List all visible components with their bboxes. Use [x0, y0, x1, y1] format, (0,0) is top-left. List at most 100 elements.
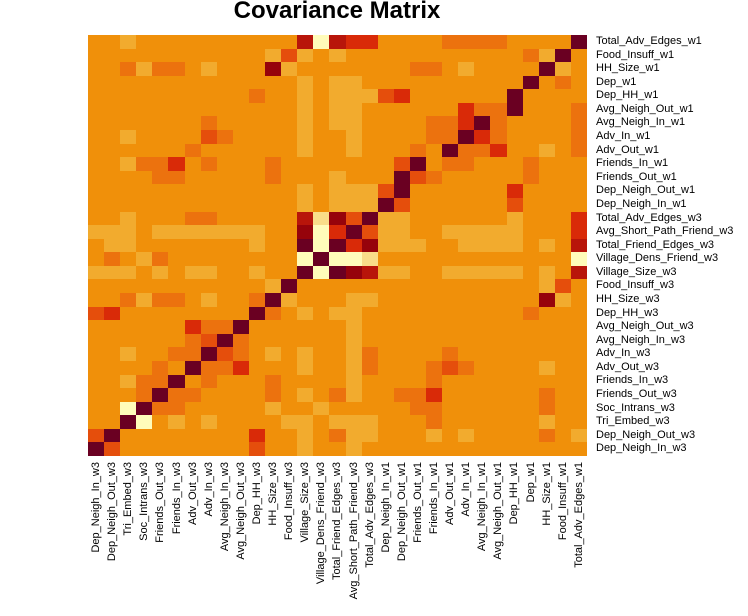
heatmap-cell	[409, 35, 427, 49]
heatmap-cell	[426, 265, 443, 280]
heatmap-cell	[281, 184, 298, 198]
heatmap-cell	[490, 102, 507, 117]
heatmap-cell	[377, 374, 394, 389]
heatmap-cell	[329, 170, 346, 185]
heatmap-cell	[232, 347, 249, 361]
heatmap-cell	[409, 374, 427, 389]
heatmap-cell	[297, 415, 314, 429]
heatmap-cell	[377, 442, 394, 456]
heatmap-cell	[313, 62, 330, 76]
heatmap-cell	[329, 89, 346, 103]
heatmap-cell	[458, 252, 475, 266]
heatmap-cell	[248, 143, 266, 158]
heatmap-cell	[506, 279, 523, 294]
heatmap-cell	[216, 75, 233, 90]
heatmap-cell	[361, 374, 378, 389]
heatmap-cell	[88, 265, 105, 280]
heatmap-cell	[474, 197, 491, 212]
heatmap-cell	[458, 374, 475, 389]
heatmap-cell	[313, 415, 330, 429]
heatmap-cell	[538, 306, 555, 321]
heatmap-cell	[554, 320, 571, 334]
heatmap-cell	[393, 415, 410, 429]
heatmap-cell	[297, 197, 314, 212]
heatmap-cell	[426, 130, 443, 144]
heatmap-cell	[216, 347, 233, 361]
heatmap-cell	[554, 197, 571, 212]
x-tick: Friends_Out_w1	[410, 462, 426, 612]
heatmap-cell	[88, 306, 105, 321]
heatmap-cell	[345, 157, 362, 171]
heatmap-cell	[297, 116, 314, 131]
heatmap-cell	[88, 293, 105, 307]
heatmap-cell	[313, 442, 330, 456]
heatmap-cell	[120, 197, 137, 212]
heatmap-cell	[136, 211, 153, 226]
heatmap-cell	[232, 265, 249, 280]
heatmap-cell	[426, 102, 443, 117]
heatmap-cell	[409, 360, 427, 375]
heatmap-cell	[313, 35, 330, 49]
heatmap-cell	[216, 89, 233, 103]
heatmap-cell	[216, 48, 233, 63]
heatmap-cell	[393, 238, 410, 253]
heatmap-cell	[265, 157, 282, 171]
heatmap-cell	[490, 197, 507, 212]
heatmap-cell	[474, 347, 491, 361]
heatmap-cell	[458, 320, 475, 334]
heatmap-cell	[120, 102, 137, 117]
x-tick-label: Village_Dens_Friend_w3	[315, 462, 328, 585]
heatmap-cell	[200, 170, 217, 185]
heatmap-cell	[168, 333, 185, 348]
heatmap-cell	[168, 35, 185, 49]
heatmap-cell	[570, 293, 587, 307]
heatmap-cell	[232, 401, 249, 416]
x-tick-label: Adv_Out_w1	[444, 462, 457, 525]
heatmap-cell	[554, 102, 571, 117]
heatmap-cell	[554, 116, 571, 131]
heatmap-cell	[474, 428, 491, 443]
heatmap-cell	[184, 265, 201, 280]
heatmap-cell	[409, 401, 427, 416]
heatmap-cell	[168, 62, 185, 76]
heatmap-cell	[538, 116, 555, 131]
heatmap-cell	[88, 184, 105, 198]
heatmap-cell	[136, 48, 153, 63]
heatmap-cell	[393, 116, 410, 131]
heatmap-cell	[184, 252, 201, 266]
heatmap-cell	[522, 293, 539, 307]
x-tick-label: Friends_Out_w3	[154, 462, 167, 543]
heatmap-cell	[345, 184, 362, 198]
heatmap-cell	[265, 279, 282, 294]
heatmap-cell	[232, 170, 249, 185]
x-tick: Adv_In_w1	[458, 462, 474, 612]
heatmap-cell	[297, 225, 314, 239]
heatmap-cell	[120, 293, 137, 307]
x-tick-label: Avg_Neigh_Out_w3	[234, 462, 247, 560]
heatmap-cell	[409, 388, 427, 402]
x-tick: Friends_In_w1	[426, 462, 442, 612]
chart-title: Covariance Matrix	[233, 0, 441, 24]
heatmap-cell	[490, 401, 507, 416]
heatmap-cell	[265, 333, 282, 348]
heatmap-cell	[297, 265, 314, 280]
heatmap-cell	[458, 360, 475, 375]
heatmap-cell	[426, 35, 443, 49]
heatmap-cell	[393, 388, 410, 402]
heatmap-cell	[297, 333, 314, 348]
heatmap-cell	[216, 401, 233, 416]
heatmap-cell	[281, 130, 298, 144]
heatmap-cell	[136, 225, 153, 239]
heatmap-cell	[200, 415, 217, 429]
heatmap-cell	[361, 116, 378, 131]
heatmap-cell	[281, 428, 298, 443]
heatmap-cell	[184, 197, 201, 212]
heatmap-cell	[522, 211, 539, 226]
heatmap-cell	[120, 265, 137, 280]
heatmap-cell	[426, 238, 443, 253]
heatmap-cell	[297, 388, 314, 402]
heatmap-cell	[120, 306, 137, 321]
heatmap-cell	[458, 388, 475, 402]
heatmap-cell	[168, 306, 185, 321]
heatmap-cell	[281, 157, 298, 171]
